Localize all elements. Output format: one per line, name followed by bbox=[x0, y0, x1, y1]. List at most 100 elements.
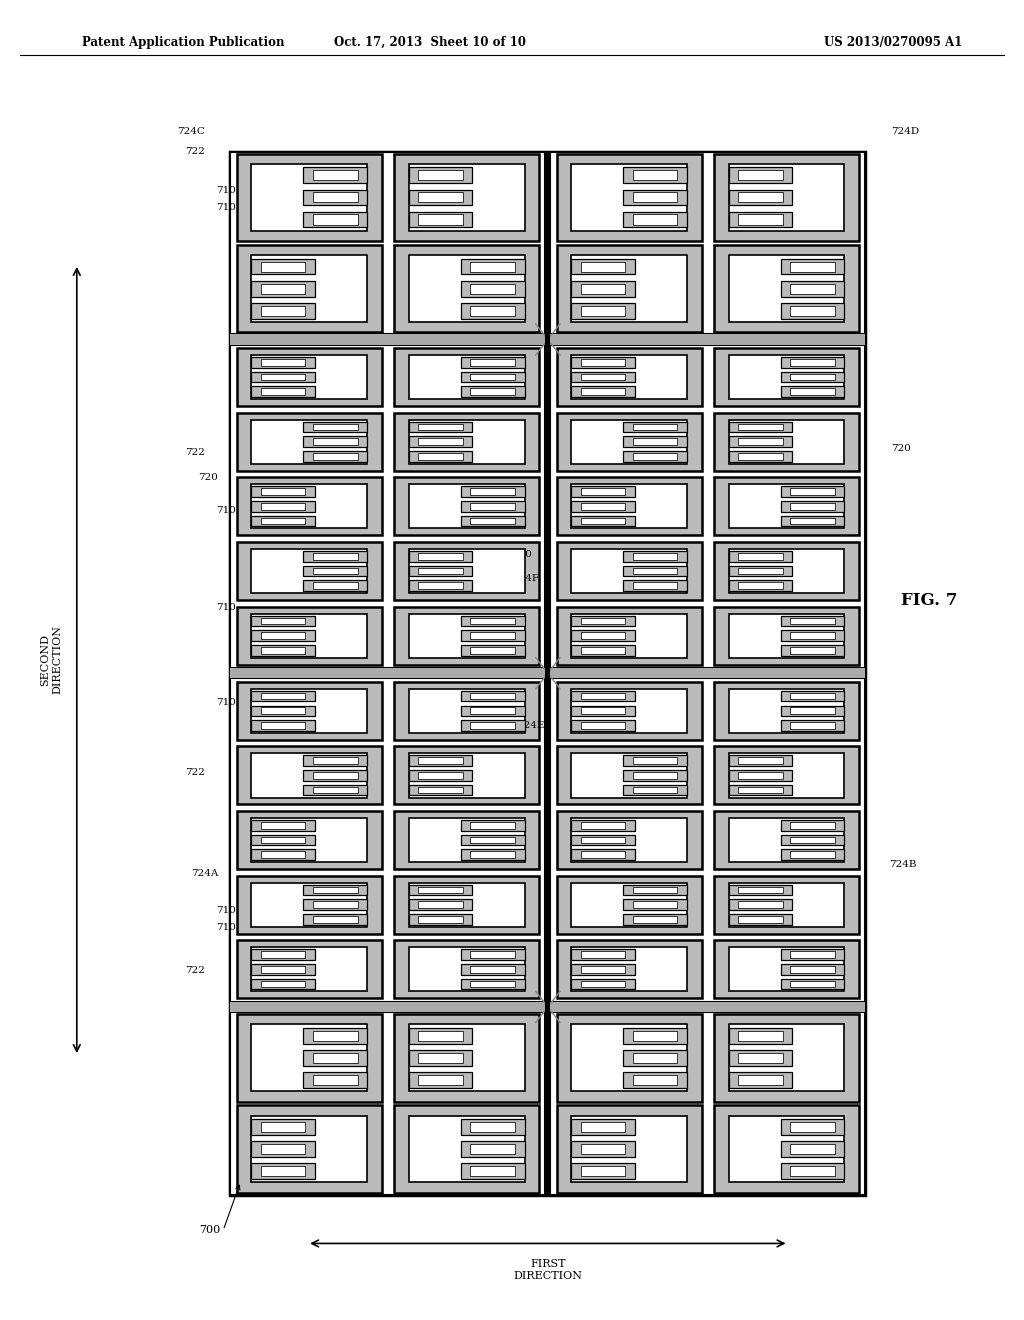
Text: 710: 710 bbox=[216, 907, 236, 915]
Text: 710: 710 bbox=[216, 186, 236, 194]
Bar bbox=[557, 1105, 701, 1193]
Bar bbox=[738, 453, 782, 459]
Bar bbox=[261, 306, 305, 315]
Bar bbox=[791, 488, 835, 495]
Bar bbox=[470, 517, 515, 524]
Bar bbox=[251, 705, 315, 715]
Bar bbox=[230, 152, 546, 334]
Bar bbox=[780, 834, 845, 845]
Bar bbox=[581, 632, 626, 639]
Text: 724F: 724F bbox=[512, 574, 539, 582]
Bar bbox=[633, 193, 678, 202]
Bar bbox=[738, 1052, 782, 1063]
Bar bbox=[394, 746, 539, 804]
Bar bbox=[738, 568, 782, 574]
Bar bbox=[470, 388, 515, 395]
Bar bbox=[261, 693, 305, 700]
Bar bbox=[409, 355, 524, 399]
Bar bbox=[633, 453, 678, 459]
Bar bbox=[461, 964, 524, 974]
Bar bbox=[237, 153, 382, 242]
Text: 724C: 724C bbox=[177, 128, 205, 136]
Bar bbox=[581, 851, 626, 858]
Bar bbox=[557, 746, 701, 804]
Bar bbox=[251, 834, 315, 845]
Bar bbox=[261, 708, 305, 714]
Bar bbox=[409, 566, 472, 577]
Bar bbox=[470, 966, 515, 973]
Bar bbox=[461, 1163, 524, 1179]
Bar bbox=[461, 949, 524, 960]
Text: 722: 722 bbox=[185, 966, 205, 974]
Text: Oct. 17, 2013  Sheet 10 of 10: Oct. 17, 2013 Sheet 10 of 10 bbox=[334, 36, 526, 49]
Bar bbox=[461, 834, 524, 845]
Bar bbox=[729, 884, 793, 895]
Bar bbox=[571, 281, 635, 297]
Bar bbox=[546, 152, 550, 1195]
Bar bbox=[230, 334, 865, 345]
Bar bbox=[230, 1002, 865, 1012]
Bar bbox=[251, 754, 367, 797]
Bar bbox=[251, 850, 315, 859]
Bar bbox=[261, 952, 305, 958]
Bar bbox=[230, 1012, 546, 1195]
Bar bbox=[251, 964, 315, 974]
Bar bbox=[394, 543, 539, 601]
Text: 710: 710 bbox=[216, 698, 236, 706]
Bar bbox=[409, 1049, 472, 1065]
Bar bbox=[409, 420, 524, 463]
Bar bbox=[714, 348, 859, 407]
Bar bbox=[738, 553, 782, 560]
Bar bbox=[581, 1144, 626, 1154]
Bar bbox=[624, 422, 687, 432]
Bar bbox=[714, 543, 859, 601]
Bar bbox=[633, 568, 678, 574]
Bar bbox=[571, 549, 687, 593]
Bar bbox=[738, 170, 782, 181]
Bar bbox=[237, 875, 382, 933]
Bar bbox=[581, 503, 626, 510]
Bar bbox=[251, 689, 367, 733]
Bar bbox=[633, 787, 678, 793]
Bar bbox=[461, 979, 524, 989]
Bar bbox=[303, 451, 367, 462]
Bar bbox=[313, 887, 357, 894]
Bar bbox=[261, 647, 305, 653]
Bar bbox=[571, 502, 635, 512]
Bar bbox=[714, 875, 859, 933]
Bar bbox=[251, 502, 315, 512]
Bar bbox=[633, 902, 678, 908]
Bar bbox=[251, 487, 315, 496]
Bar bbox=[313, 193, 357, 202]
Bar bbox=[261, 981, 305, 987]
Bar bbox=[418, 772, 463, 779]
Bar bbox=[409, 614, 524, 657]
Bar bbox=[470, 374, 515, 380]
Bar bbox=[581, 722, 626, 729]
Bar bbox=[780, 631, 845, 642]
Bar bbox=[418, 193, 463, 202]
Bar bbox=[409, 552, 472, 561]
Bar bbox=[633, 916, 678, 923]
Bar bbox=[729, 164, 845, 231]
Bar bbox=[251, 883, 367, 927]
Bar bbox=[581, 388, 626, 395]
Bar bbox=[409, 899, 472, 909]
Bar bbox=[791, 837, 835, 843]
Bar bbox=[261, 374, 305, 380]
Bar bbox=[470, 618, 515, 624]
Bar bbox=[261, 388, 305, 395]
Bar bbox=[714, 153, 859, 242]
Bar bbox=[729, 420, 845, 463]
Bar bbox=[714, 478, 859, 536]
Bar bbox=[729, 614, 845, 657]
Bar bbox=[313, 438, 357, 445]
Bar bbox=[581, 837, 626, 843]
Bar bbox=[418, 553, 463, 560]
Bar bbox=[581, 952, 626, 958]
Bar bbox=[261, 851, 305, 858]
Bar bbox=[738, 1074, 782, 1085]
Bar bbox=[571, 615, 635, 626]
Bar bbox=[780, 705, 845, 715]
Bar bbox=[571, 850, 635, 859]
